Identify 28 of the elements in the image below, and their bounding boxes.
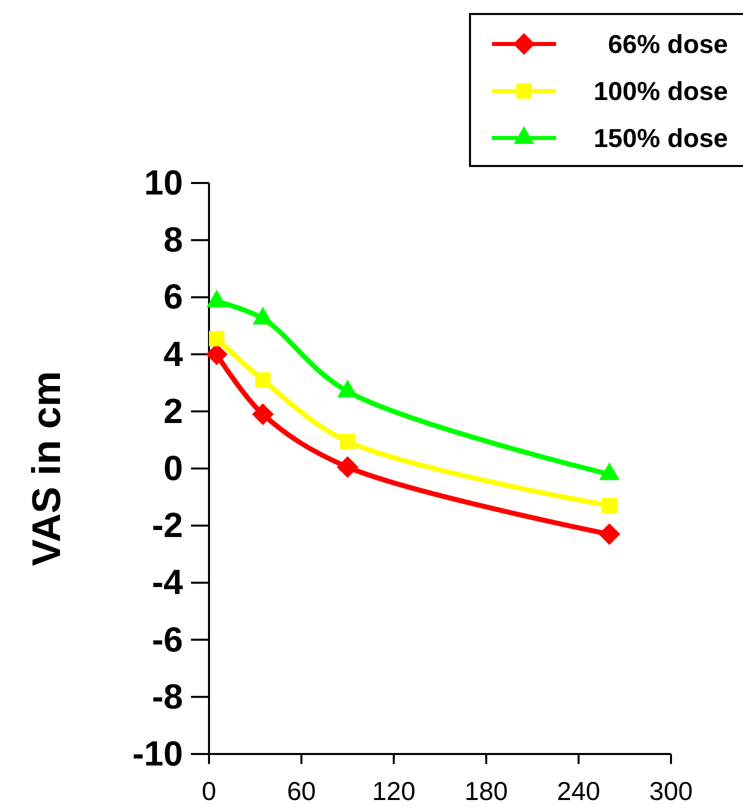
y-tick-label: -8 [152, 677, 183, 716]
y-tick-label: 10 [144, 164, 183, 202]
y-tick-label: -10 [132, 734, 183, 774]
point [255, 372, 271, 388]
point [336, 456, 358, 478]
y-tick-label: -6 [152, 620, 183, 660]
legend-label: 66% dose [608, 29, 728, 60]
y-tick-label: -4 [152, 563, 184, 602]
x-tick-label: 240 [556, 776, 600, 806]
point [340, 434, 356, 450]
y-tick-label: 6 [164, 278, 183, 317]
x-tick-label: 60 [286, 776, 316, 806]
x-tick-label: 300 [649, 776, 693, 806]
y-tick-label: 0 [164, 449, 183, 488]
y-tick-label: 2 [164, 392, 183, 431]
point [598, 523, 620, 546]
y-axis-title: VAS in cm [25, 371, 69, 566]
x-tick-label: 0 [202, 776, 216, 806]
x-tick-label: 120 [372, 776, 416, 806]
point [252, 403, 274, 426]
point [209, 330, 224, 346]
point [602, 498, 618, 514]
x-tick-label: 180 [464, 776, 508, 806]
y-tick-label: 8 [164, 220, 183, 260]
y-tick-label: -2 [152, 506, 183, 546]
legend-label: 100% dose [594, 76, 728, 106]
y-tick-label: 4 [164, 334, 184, 374]
legend-label: 150% dose [594, 123, 728, 154]
